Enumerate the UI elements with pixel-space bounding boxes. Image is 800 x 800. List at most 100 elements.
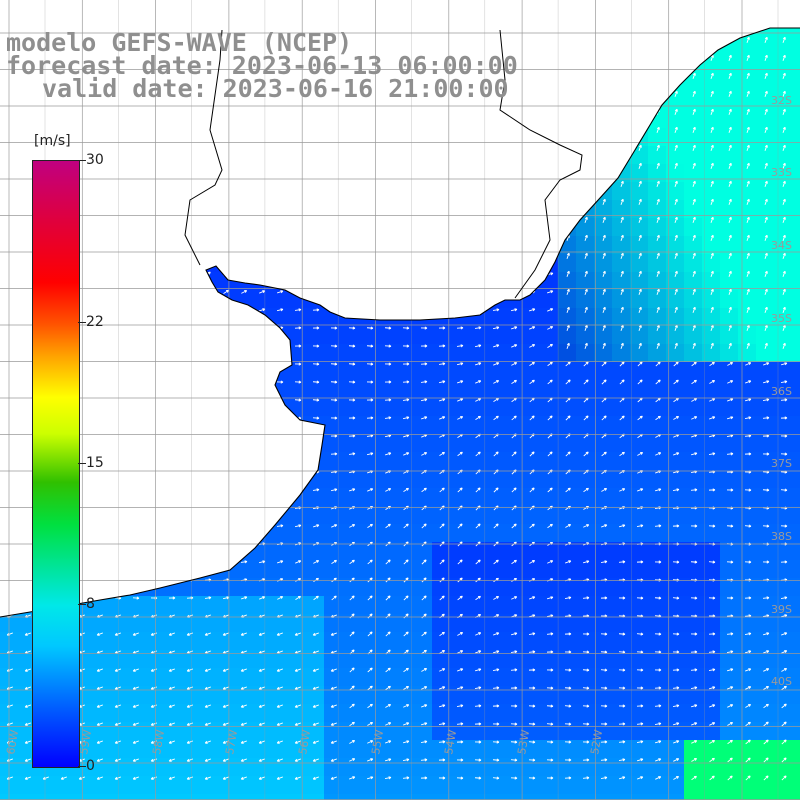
wind-speed-cell	[324, 560, 343, 579]
wind-speed-cell	[522, 380, 541, 399]
wind-vector	[258, 452, 266, 456]
wind-vector	[6, 236, 14, 240]
wind-vector	[566, 306, 570, 313]
wind-speed-cell	[558, 380, 577, 399]
wind-speed-cell	[720, 506, 739, 525]
wind-speed-cell	[666, 128, 685, 147]
wind-vector	[692, 198, 696, 205]
wind-speed-cell	[180, 380, 199, 399]
wind-vector	[638, 54, 642, 61]
wind-speed-cell	[792, 28, 800, 39]
wind-vector	[7, 415, 13, 421]
wind-vector	[384, 254, 392, 258]
wind-speed-cell	[396, 28, 415, 39]
wind-vector	[529, 326, 536, 330]
wind-speed-cell	[756, 794, 775, 800]
wind-speed-cell	[612, 56, 631, 75]
wind-vector	[313, 163, 319, 169]
wind-speed-cell	[180, 686, 199, 705]
wind-vector	[726, 416, 734, 420]
wind-speed-cell	[738, 758, 757, 777]
wind-speed-cell	[144, 524, 163, 543]
wind-vector	[692, 54, 696, 61]
wind-vector	[710, 108, 714, 115]
wind-vector	[510, 218, 518, 222]
wind-vector	[710, 234, 714, 241]
wind-vector	[259, 109, 265, 115]
wind-speed-cell	[414, 380, 433, 399]
wind-speed-cell	[522, 650, 541, 669]
wind-speed-cell	[720, 380, 739, 399]
wind-speed-cell	[90, 650, 109, 669]
wind-speed-cell	[594, 128, 613, 147]
wind-vector	[546, 200, 554, 204]
wind-speed-cell	[126, 650, 145, 669]
wind-speed-cell	[288, 434, 307, 453]
wind-speed-cell	[792, 632, 800, 651]
wind-vector	[366, 218, 374, 222]
wind-vector	[241, 217, 247, 223]
wind-speed-cell	[432, 524, 451, 543]
wind-vector	[746, 144, 750, 151]
wind-speed-cell	[288, 380, 307, 399]
wind-speed-cell	[396, 434, 415, 453]
wind-speed-cell	[180, 362, 199, 381]
wind-vector	[780, 398, 788, 402]
wind-vector	[547, 343, 553, 348]
wind-vector	[438, 236, 446, 240]
wind-speed-cell	[234, 416, 253, 435]
wind-vector	[510, 308, 518, 312]
wind-speed-cell	[414, 452, 433, 471]
wind-speed-cell	[684, 200, 703, 219]
wind-speed-cell	[612, 38, 631, 57]
wind-vector	[168, 416, 176, 420]
wind-vector	[222, 524, 230, 528]
wind-speed-cell	[144, 614, 163, 633]
wind-speed-cell	[432, 272, 451, 291]
wind-speed-cell	[18, 668, 37, 687]
wind-speed-cell	[450, 740, 469, 759]
wind-speed-cell	[702, 650, 721, 669]
wind-vector	[438, 218, 446, 222]
wind-speed-cell	[720, 758, 739, 777]
wind-vector	[475, 398, 482, 402]
wind-vector	[584, 324, 588, 331]
wind-speed-cell	[108, 128, 127, 147]
wind-speed-cell	[252, 542, 271, 561]
wind-vector	[96, 524, 104, 528]
wind-vector	[728, 36, 732, 43]
wind-speed-cell	[90, 632, 109, 651]
wind-speed-cell	[306, 182, 325, 201]
wind-vector	[674, 270, 678, 277]
wind-speed-cell	[198, 434, 217, 453]
wind-vector	[638, 108, 642, 115]
wind-speed-cell	[738, 380, 757, 399]
wind-speed-cell	[612, 218, 631, 237]
wind-vector	[475, 362, 482, 366]
wind-speed-cell	[702, 542, 721, 561]
wind-speed-cell	[648, 236, 667, 255]
wind-speed-cell	[630, 632, 649, 651]
wind-speed-cell	[252, 272, 271, 291]
wind-speed-cell	[702, 758, 721, 777]
wind-speed-cell	[522, 596, 541, 615]
wind-speed-cell	[126, 722, 145, 741]
wind-speed-cell	[162, 218, 181, 237]
wind-speed-cell	[702, 794, 721, 800]
wind-speed-cell	[144, 326, 163, 345]
wind-speed-cell	[252, 254, 271, 273]
wind-vector	[276, 506, 284, 510]
wind-speed-cell	[162, 362, 181, 381]
wind-speed-cell	[342, 272, 361, 291]
wind-vector	[710, 216, 714, 223]
wind-speed-cell	[504, 542, 523, 561]
wind-speed-cell	[792, 362, 800, 381]
wind-speed-cell	[774, 632, 793, 651]
wind-speed-cell	[252, 506, 271, 525]
wind-vector	[241, 308, 248, 312]
wind-speed-cell	[792, 164, 800, 183]
wind-speed-cell	[180, 704, 199, 723]
wind-speed-cell	[396, 218, 415, 237]
wind-speed-cell	[666, 182, 685, 201]
wind-speed-cell	[216, 380, 235, 399]
